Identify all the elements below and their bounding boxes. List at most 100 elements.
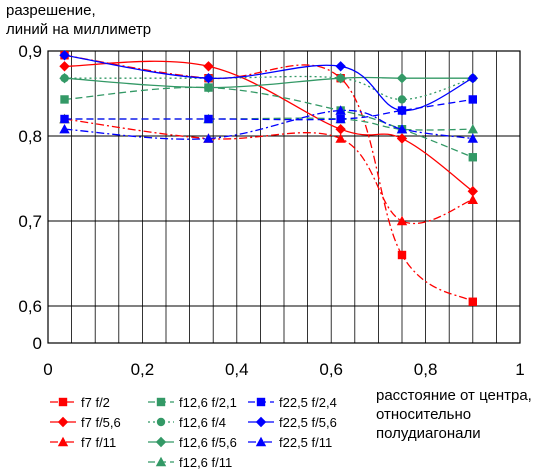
- legend-item-9-label: f22,5 f/5,6: [279, 415, 337, 430]
- legend-item-9-marker: [255, 416, 267, 428]
- series-2-line: [64, 60, 474, 192]
- series-6-point: [59, 73, 70, 84]
- legend-item-4-marker: [156, 397, 166, 407]
- series-1-point: [397, 250, 407, 260]
- series-6-line: [64, 76, 473, 89]
- y-tick-label: 0,9: [18, 42, 42, 61]
- x-axis-title-line-3: полудиагонали: [376, 425, 481, 442]
- series-group: [59, 50, 478, 306]
- x-axis-title: расстояние от центра, относительно полуд…: [376, 386, 532, 443]
- legend-item-6: f12,6 f/5,6: [148, 435, 237, 450]
- series-5-line: [64, 75, 473, 101]
- y-tick-label: 0,6: [18, 297, 42, 316]
- series-9-point: [467, 73, 478, 84]
- series-10-point: [59, 124, 70, 134]
- legend: f7 f/2 f7 f/5,6 f7 f/11 f12,6 f/2,1 f12,6 f/…: [50, 395, 337, 470]
- series-2-point: [59, 61, 70, 72]
- series-4-point: [468, 153, 477, 162]
- x-axis-title-line-2: относительно: [376, 406, 472, 423]
- y-tick-label: 0: [33, 334, 42, 353]
- series-10-line: [64, 109, 473, 140]
- series-8-point: [468, 95, 477, 104]
- y-axis-title-line-2: линий на миллиметр: [6, 21, 152, 38]
- legend-item-10-label: f22,5 f/11: [279, 435, 332, 450]
- series-3: [59, 113, 478, 226]
- y-tick-label: 0,7: [18, 212, 42, 231]
- legend-item-2-marker: [57, 416, 69, 428]
- series-6: [59, 73, 478, 93]
- series-10-point: [396, 124, 408, 134]
- legend-item-9: f22,5 f/5,6: [248, 415, 337, 430]
- series-9-line: [64, 54, 474, 112]
- legend-item-10: f22,5 f/11: [248, 435, 332, 450]
- legend-item-2-label: f7 f/5,6: [81, 415, 121, 430]
- series-2: [59, 60, 478, 197]
- legend-item-2: f7 f/5,6: [50, 415, 121, 430]
- legend-item-3: f7 f/11: [50, 435, 116, 450]
- legend-item-8-marker: [256, 397, 266, 407]
- x-tick-label: 1: [515, 360, 524, 379]
- legend-item-5-marker: [156, 417, 166, 427]
- series-3-point: [467, 194, 478, 204]
- series-1: [60, 51, 477, 306]
- x-tick-label: 0,2: [131, 360, 155, 379]
- legend-item-7-marker: [155, 456, 167, 467]
- series-6-point: [203, 82, 214, 93]
- series-9-point: [203, 73, 214, 84]
- legend-item-1-marker: [58, 397, 68, 407]
- series-8-point: [204, 114, 213, 124]
- series-1-line: [64, 54, 474, 303]
- legend-item-10-marker: [255, 436, 267, 447]
- series-2-point: [203, 61, 214, 72]
- x-tick-label: 0,4: [225, 360, 249, 379]
- series-4-point: [60, 95, 69, 104]
- series-9-point: [59, 50, 70, 61]
- x-tick-label: 0,8: [414, 360, 438, 379]
- legend-item-3-label: f7 f/11: [81, 435, 116, 450]
- series-7: [59, 113, 478, 134]
- legend-item-7-label: f12,6 f/11: [179, 455, 232, 470]
- legend-item-3-marker: [57, 436, 69, 447]
- x-axis-title-line-1: расстояние от центра,: [376, 387, 532, 404]
- series-9-point: [396, 105, 408, 116]
- series-6-point: [335, 73, 346, 84]
- series-9-point: [335, 61, 346, 72]
- series-2-point: [335, 124, 346, 135]
- legend-item-6-label: f12,6 f/5,6: [179, 435, 237, 450]
- tick-labels: 0 0,6 0,7 0,8 0,9 0 0,2 0,4 0,6 0,8 1: [18, 42, 524, 379]
- series-3-point: [396, 215, 408, 226]
- legend-item-4: f12,6 f/2,1: [148, 395, 237, 410]
- series-5-point: [397, 95, 407, 104]
- series-4-line: [64, 86, 474, 158]
- series-6-point: [396, 73, 408, 84]
- legend-item-8-label: f22,5 f/2,4: [279, 395, 337, 410]
- axes: [47, 50, 521, 344]
- legend-item-7: f12,6 f/11: [148, 455, 232, 470]
- series-8-point: [60, 114, 69, 124]
- grid: [47, 50, 521, 344]
- series-10-point: [335, 105, 346, 115]
- series-10: [59, 105, 478, 143]
- legend-item-1: f7 f/2: [50, 395, 110, 410]
- series-10-point: [203, 133, 214, 143]
- series-2-point: [396, 133, 408, 144]
- series-4: [60, 83, 477, 162]
- x-tick-label: 0,6: [319, 360, 343, 379]
- series-1-point: [468, 297, 477, 306]
- legend-item-5-label: f12,6 f/4: [179, 415, 226, 430]
- series-9: [59, 50, 478, 116]
- legend-item-6-marker: [155, 436, 167, 448]
- series-3-line: [64, 118, 474, 225]
- series-8-point: [336, 114, 345, 124]
- y-axis-title-line-1: разрешение,: [6, 2, 96, 19]
- legend-item-1-label: f7 f/2: [81, 395, 110, 410]
- series-3-point: [335, 133, 346, 143]
- series-7-point: [467, 124, 478, 134]
- legend-item-8: f22,5 f/2,4: [248, 395, 337, 410]
- x-tick-label: 0: [43, 360, 52, 379]
- legend-item-4-label: f12,6 f/2,1: [179, 395, 237, 410]
- series-2-point: [467, 186, 478, 197]
- y-tick-label: 0,8: [18, 127, 42, 146]
- legend-item-5: f12,6 f/4: [148, 415, 226, 430]
